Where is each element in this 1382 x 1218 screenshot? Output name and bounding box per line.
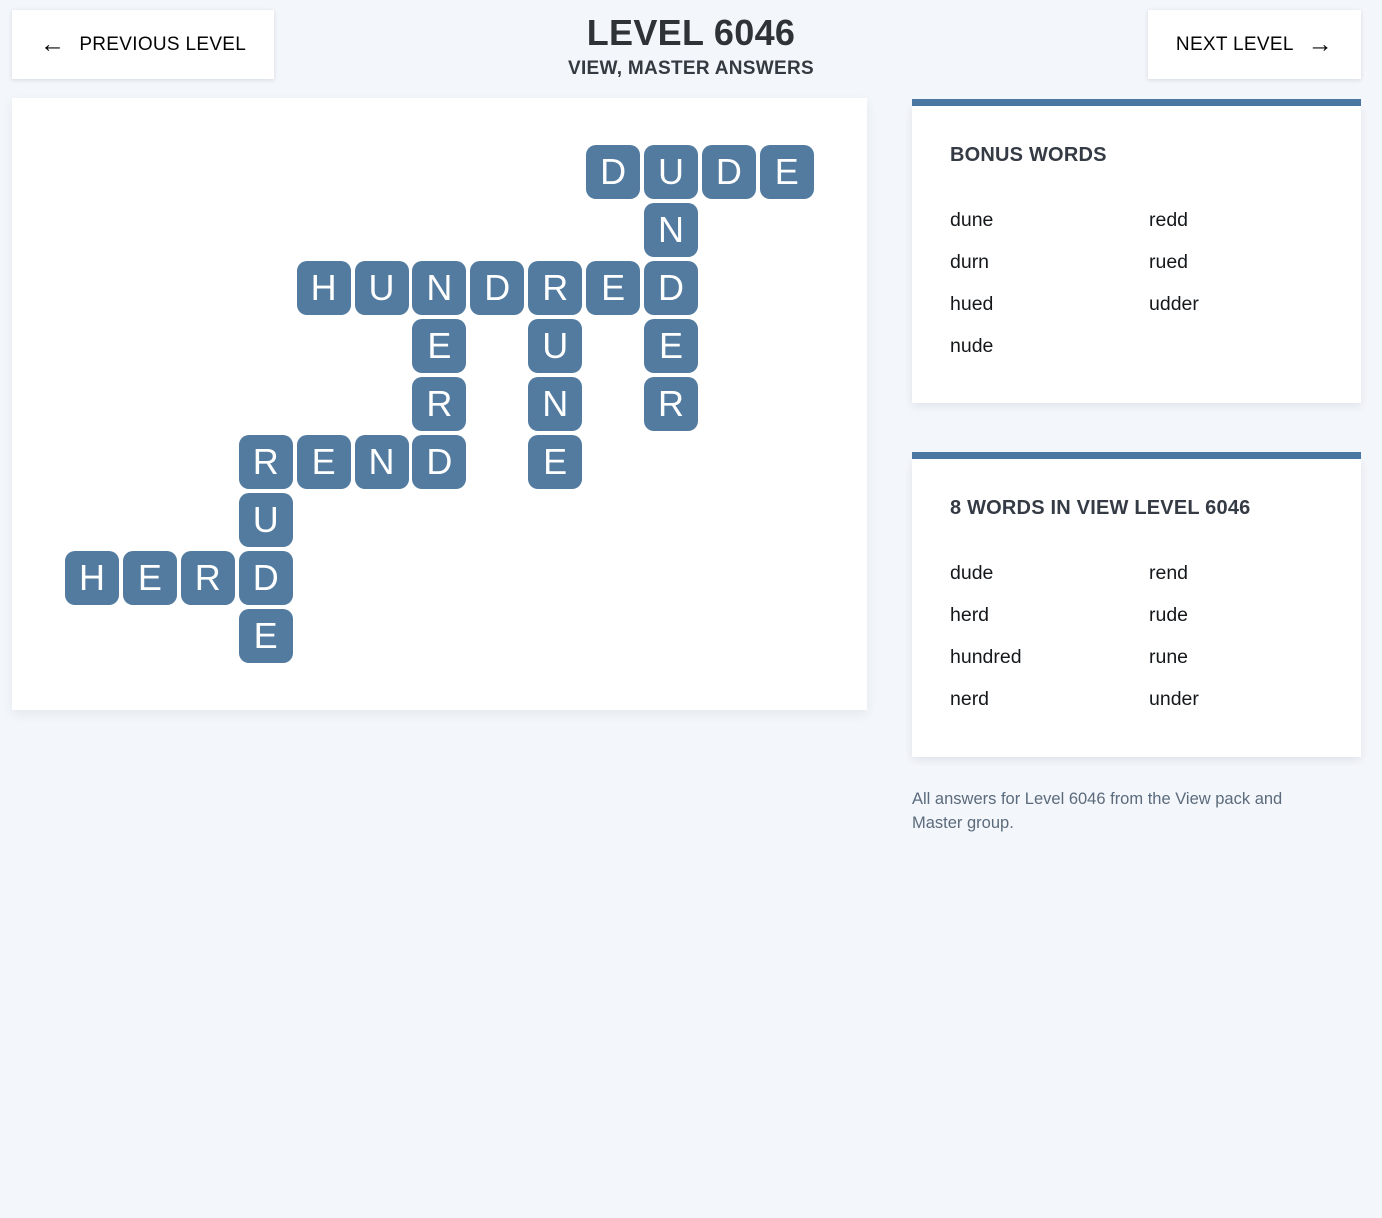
level-words-body: 8 WORDS IN VIEW LEVEL 6046 dude herd hundr… (912, 459, 1361, 757)
word-item: dude (950, 562, 994, 584)
letter-tile: N (412, 261, 467, 315)
letter-tile: E (122, 551, 177, 605)
next-level-button[interactable]: NEXT LEVEL → (1147, 10, 1361, 79)
word-item: under (1149, 688, 1199, 710)
footer-note: All answers for Level 6046 from the View… (912, 790, 1283, 832)
word-item: rune (1149, 646, 1189, 668)
bonus-words-list: dune durn hued nude redd rued udder (950, 209, 1323, 377)
bonus-words-body: BONUS WORDS dune durn hued nude redd rued udde… (912, 106, 1361, 403)
word-item: nerd (950, 688, 990, 710)
letter-tile: U (528, 319, 583, 373)
letter-tile: E (296, 435, 351, 489)
word-item: rude (1149, 604, 1189, 626)
letter-tile: D (701, 145, 756, 199)
letter-tile: D (238, 551, 293, 605)
letter-tile: D (644, 261, 698, 315)
letter-tile: E (528, 435, 583, 489)
letter-tile: U (238, 493, 293, 547)
bonus-words-heading: BONUS WORDS (950, 144, 1107, 166)
word-item: rued (1149, 251, 1189, 273)
letter-tile: H (296, 261, 351, 315)
level-words-list: dude herd hundred nerd rend rude rune under (950, 562, 1323, 730)
word-item: hundred (950, 646, 1022, 668)
left-arrow-icon: ← (40, 30, 66, 58)
bonus-words-panel: BONUS WORDS dune durn hued nude redd rued udde… (912, 99, 1361, 403)
answers-sidebar: BONUS WORDS dune durn hued nude redd rued udde… (912, 99, 1361, 835)
letter-tile: R (180, 551, 235, 605)
letter-tile: N (528, 377, 583, 431)
letter-tile: N (354, 435, 409, 489)
letter-tile: N (644, 203, 698, 257)
word-item: redd (1149, 209, 1189, 231)
word-item: rend (1149, 562, 1189, 584)
letter-tile: R (644, 377, 698, 431)
letter-tile: E (586, 261, 641, 315)
panel-accent-bar (912, 99, 1361, 106)
word-item: durn (950, 251, 990, 273)
letter-tile: E (644, 319, 698, 373)
word-item: herd (950, 604, 990, 626)
previous-level-label: PREVIOUS LEVEL (79, 33, 247, 55)
letter-tile: D (586, 145, 641, 199)
letter-tile: R (528, 261, 583, 315)
word-item: dune (950, 209, 994, 231)
word-item: hued (950, 293, 994, 315)
word-item: nude (950, 335, 994, 357)
previous-level-button[interactable]: ← PREVIOUS LEVEL (12, 10, 275, 79)
letter-tile: D (412, 435, 467, 489)
letter-tile: R (238, 435, 293, 489)
letter-tile: E (759, 145, 814, 199)
word-item: udder (1149, 293, 1199, 315)
level-words-panel: 8 WORDS IN VIEW LEVEL 6046 dude herd hundr… (912, 452, 1361, 757)
letter-tile: E (412, 319, 467, 373)
letter-tile: U (354, 261, 409, 315)
letter-tile: D (470, 261, 525, 315)
right-arrow-icon: → (1307, 30, 1333, 58)
next-level-label: NEXT LEVEL (1175, 33, 1294, 55)
letter-tile: U (644, 145, 698, 199)
letter-tile: E (238, 609, 293, 663)
panel-accent-bar (912, 452, 1361, 459)
level-words-heading: 8 WORDS IN VIEW LEVEL 6046 (950, 497, 1251, 519)
letter-tile: H (65, 551, 119, 605)
letter-tile: R (412, 377, 467, 431)
